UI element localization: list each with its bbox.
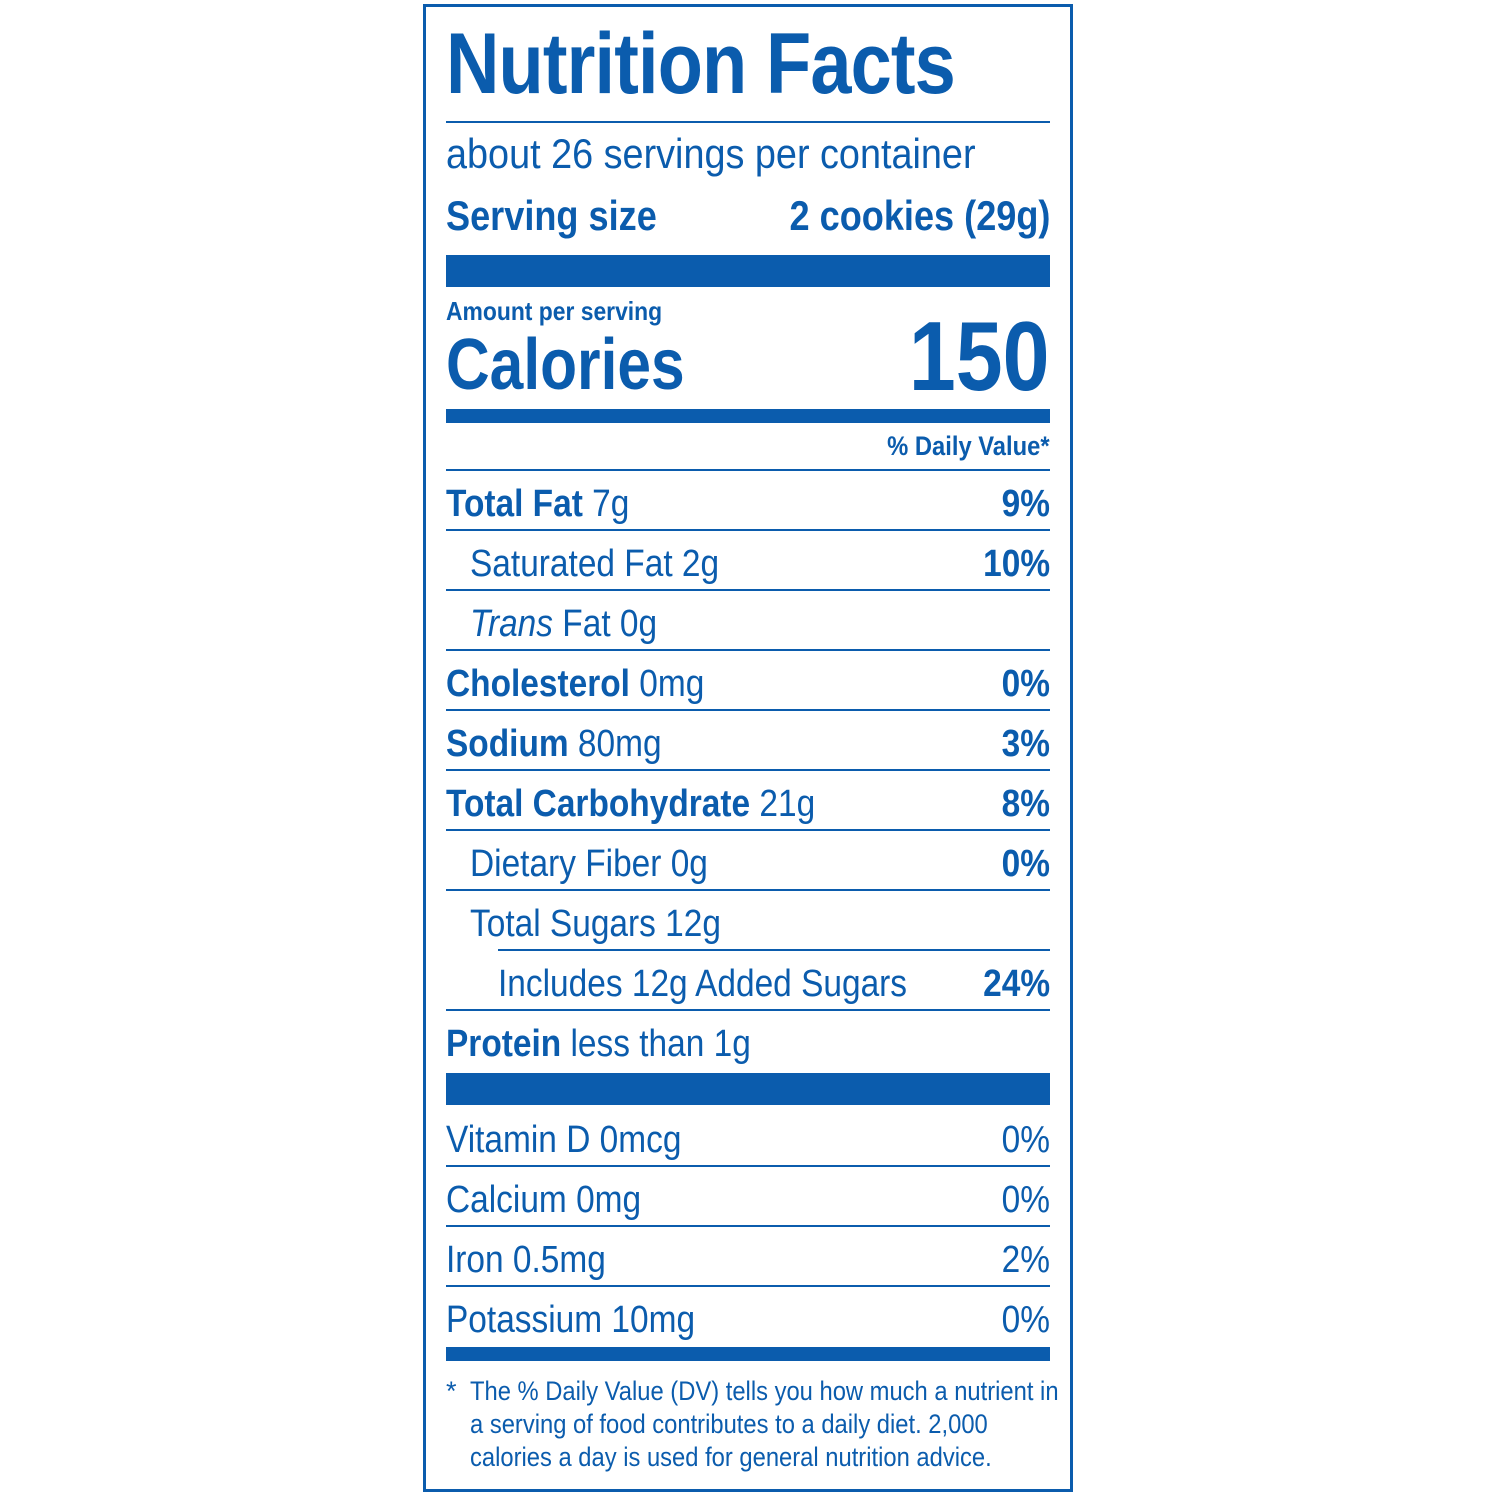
row-divider <box>446 649 1050 651</box>
nutrient-name: Total Sugars <box>470 903 656 945</box>
label-title: Nutrition Facts <box>446 16 956 112</box>
vitamin-dv: 0% <box>1001 1119 1050 1161</box>
vitamin-name: Iron <box>446 1239 504 1281</box>
row-divider <box>446 529 1050 531</box>
row-divider <box>446 889 1050 891</box>
nutrient-amount: 21g <box>759 783 816 825</box>
nutrient-dv: 8% <box>1001 783 1050 825</box>
nutrient-row-cholesterol: Cholesterol 0mg 0% <box>446 651 1050 711</box>
nutrient-name: Cholesterol <box>446 663 630 705</box>
nutrient-name: Total Carbohydrate <box>446 783 751 825</box>
nutrient-name: Includes 12g Added Sugars <box>498 963 908 1005</box>
vitamin-row-iron: Iron 0.5mg 2% <box>446 1227 1050 1287</box>
servings-per-container: about 26 servings per container <box>446 130 976 177</box>
calories-label: Calories <box>446 325 685 405</box>
nutrient-row-total-fat: Total Fat 7g 9% <box>446 471 1050 531</box>
nutrient-name-italic: Trans <box>470 603 554 645</box>
serving-size-value: 2 cookies (29g) <box>789 192 1050 239</box>
nutrient-dv: 0% <box>1001 843 1050 885</box>
nutrient-name: Saturated Fat <box>470 543 673 585</box>
nutrient-dv: 9% <box>1001 483 1050 525</box>
nutrient-dv: 3% <box>1001 723 1050 765</box>
nutrient-amount: 0g <box>619 603 658 645</box>
nutrient-dv: 0% <box>1001 663 1050 705</box>
calories-value: 150 <box>909 301 1050 411</box>
vitamin-dv: 2% <box>1001 1239 1050 1281</box>
nutrient-amount: 7g <box>592 483 630 525</box>
nutrient-row-added-sugars: Includes 12g Added Sugars 24% <box>446 951 1050 1011</box>
row-divider <box>446 1225 1050 1227</box>
vitamin-amount: 0mg <box>576 1179 642 1221</box>
vitamin-row-potassium: Potassium 10mg 0% <box>446 1287 1050 1347</box>
dv-header-divider <box>446 469 1050 471</box>
vitamin-name: Potassium <box>446 1299 603 1341</box>
footnote-asterisk: * <box>446 1376 457 1406</box>
nutrient-row-total-sugars: Total Sugars 12g <box>446 891 1050 951</box>
footnote-text: The % Daily Value (DV) tells you how muc… <box>470 1376 1059 1472</box>
label-inner: Nutrition Facts about 26 servings per co… <box>446 7 1059 1489</box>
vitamin-amount: 10mg <box>611 1299 696 1341</box>
vitamin-row-calcium: Calcium 0mg 0% <box>446 1167 1050 1227</box>
nutrient-amount: 2g <box>681 543 720 585</box>
nutrition-facts-label: Nutrition Facts about 26 servings per co… <box>423 4 1073 1492</box>
vitamin-name: Calcium <box>446 1179 567 1221</box>
title-divider <box>446 121 1050 123</box>
vitamin-row-vitamin-d: Vitamin D 0mcg 0% <box>446 1107 1050 1167</box>
vitamin-dv: 0% <box>1001 1179 1050 1221</box>
row-divider <box>446 1285 1050 1287</box>
nutrient-dv: 24% <box>983 963 1050 1005</box>
nutrient-name: Protein <box>446 1023 562 1065</box>
vitamin-name: Vitamin D <box>446 1119 591 1161</box>
thick-divider-middle <box>446 1073 1050 1105</box>
thick-divider-bottom <box>446 1347 1050 1361</box>
nutrient-name: Sodium <box>446 723 569 765</box>
calories-divider <box>446 409 1050 423</box>
nutrient-name: Total Fat <box>446 483 583 525</box>
nutrient-amount: 80mg <box>577 723 662 765</box>
row-divider <box>446 709 1050 711</box>
nutrient-row-sodium: Sodium 80mg 3% <box>446 711 1050 771</box>
nutrient-amount: 0mg <box>639 663 705 705</box>
row-divider <box>498 949 1050 951</box>
nutrient-name: Fat <box>562 603 611 645</box>
nutrient-row-total-carbohydrate: Total Carbohydrate 21g 8% <box>446 771 1050 831</box>
nutrient-amount: 0g <box>670 843 708 885</box>
daily-value-header: % Daily Value* <box>887 431 1050 461</box>
vitamin-dv: 0% <box>1001 1299 1050 1341</box>
nutrient-row-protein: Protein less than 1g <box>446 1011 1050 1071</box>
nutrient-row-dietary-fiber: Dietary Fiber 0g 0% <box>446 831 1050 891</box>
row-divider <box>446 589 1050 591</box>
row-divider <box>446 829 1050 831</box>
vitamin-amount: 0.5mg <box>512 1239 606 1281</box>
row-divider <box>446 1009 1050 1011</box>
nutrient-row-saturated-fat: Saturated Fat 2g 10% <box>446 531 1050 591</box>
nutrient-amount: 12g <box>665 903 721 945</box>
nutrient-name: Dietary Fiber <box>470 843 662 885</box>
row-divider <box>446 769 1050 771</box>
vitamin-amount: 0mcg <box>599 1119 682 1161</box>
thick-divider-top <box>446 255 1050 287</box>
nutrient-row-trans-fat: Trans Fat 0g <box>446 591 1050 651</box>
nutrient-amount: less than 1g <box>570 1023 751 1065</box>
nutrient-dv: 10% <box>983 543 1050 585</box>
amount-per-serving: Amount per serving <box>446 296 663 326</box>
serving-size-label: Serving size <box>446 192 657 239</box>
row-divider <box>446 1165 1050 1167</box>
